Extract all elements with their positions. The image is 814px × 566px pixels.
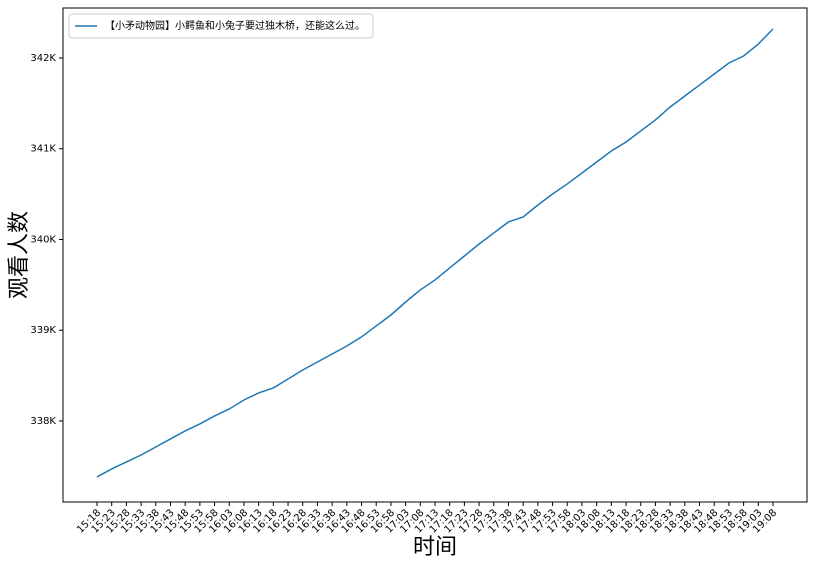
y-tick-label: 340K — [30, 234, 56, 245]
legend-box — [68, 13, 374, 39]
legend-label: 【小矛动物园】小鳄鱼和小兔子要过独木桥，还能这么过。 — [105, 19, 365, 32]
plot-frame — [62, 7, 808, 503]
x-axis-title: 时间 — [413, 535, 457, 560]
line-series — [96, 28, 774, 478]
y-tick-label: 339K — [30, 325, 56, 336]
y-tick-label: 341K — [30, 144, 56, 155]
y-axis-title: 观看人数 — [7, 211, 32, 299]
y-tick-label: 342K — [30, 53, 56, 64]
y-tick-label: 338K — [30, 416, 56, 427]
